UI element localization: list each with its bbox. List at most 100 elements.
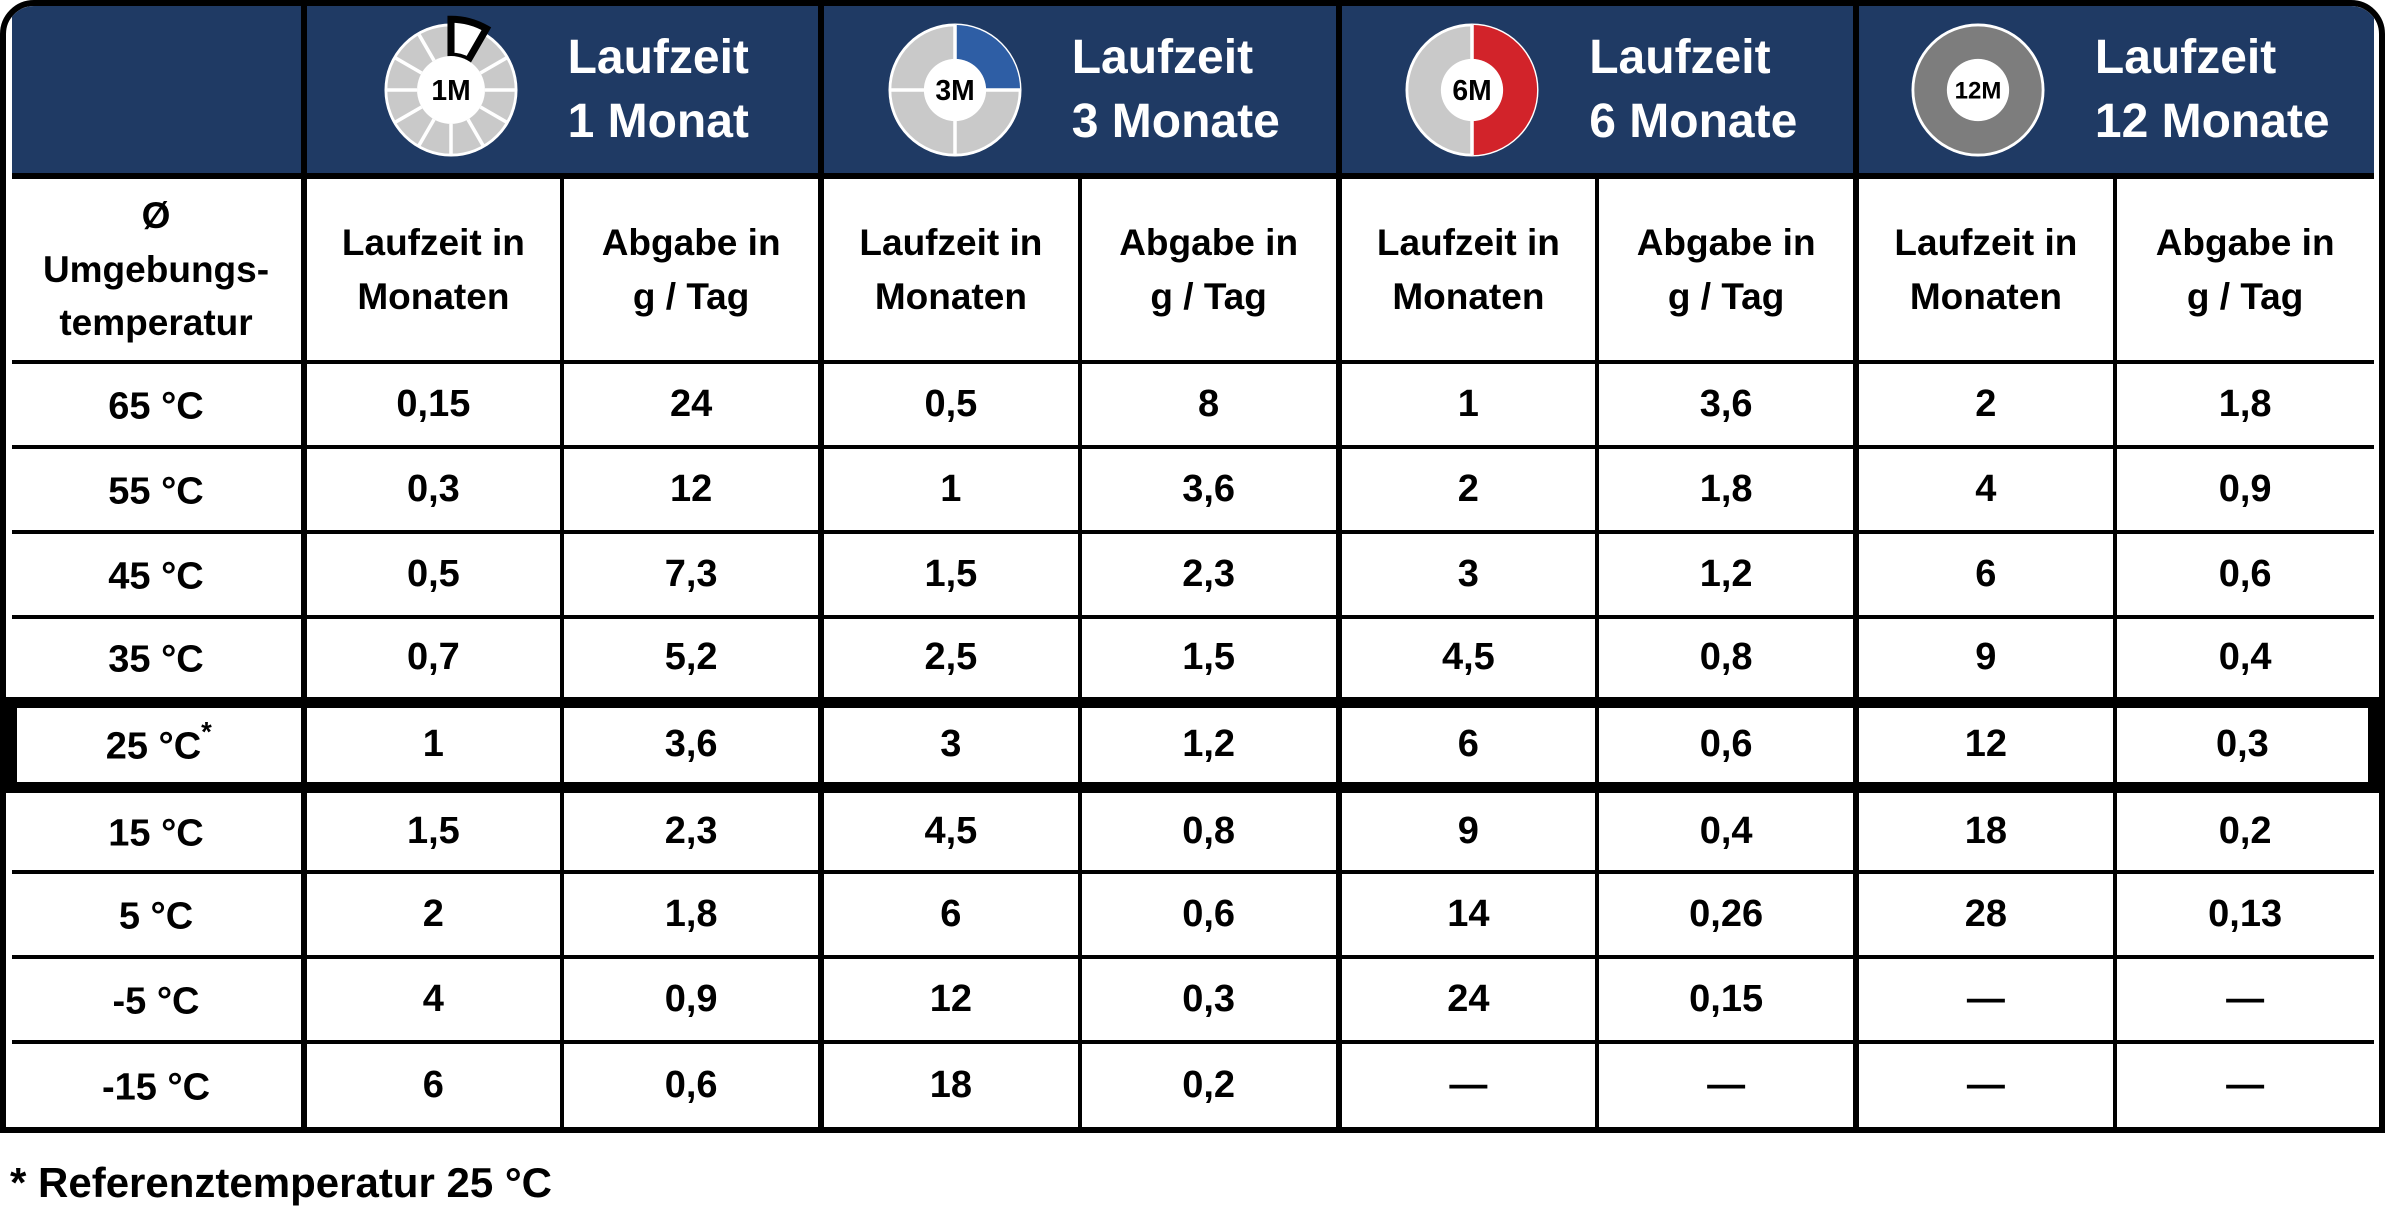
table-cell: 6 bbox=[300, 1040, 565, 1127]
table-cell: 0,6 bbox=[1595, 696, 1858, 793]
table-cell: 7,3 bbox=[560, 530, 823, 619]
runtime-table-frame: 1M Laufzeit 1 Monat bbox=[0, 0, 2385, 1133]
table-cell: 4,5 bbox=[1335, 615, 1600, 704]
table-cell: 0,6 bbox=[560, 1040, 823, 1127]
table-cell: 24 bbox=[560, 360, 823, 449]
section-title-1-monat: Laufzeit 1 Monat bbox=[567, 31, 749, 148]
section-header-3-monate: 3M Laufzeit 3 Monate bbox=[818, 6, 1341, 179]
table-cell: 0,9 bbox=[2112, 445, 2374, 534]
table-cell: 12 bbox=[560, 445, 823, 534]
table-cell: 18 bbox=[818, 1040, 1082, 1127]
table-cell: 2 bbox=[1853, 360, 2117, 449]
section-header-6-monate: 6M Laufzeit 6 Monate bbox=[1335, 6, 1858, 179]
table-cell: 0,6 bbox=[1077, 870, 1341, 959]
output-column-header-6m: Abgabe in g / Tag bbox=[1595, 174, 1858, 364]
table-row-25c-reference: 25 °C* 1 3,6 3 1,2 6 0,6 12 0,3 bbox=[6, 696, 2379, 793]
subheader-row: Ø Umgebungs- temperatur Laufzeit in Mona… bbox=[11, 174, 2374, 364]
table-cell: 3,6 bbox=[1077, 445, 1341, 534]
table-row-55c: 55 °C 0,3 12 1 3,6 2 1,8 4 0,9 bbox=[11, 445, 2374, 534]
temp-cell: -5 °C bbox=[11, 955, 306, 1044]
table-cell: 9 bbox=[1853, 615, 2117, 704]
temp-cell: 55 °C bbox=[11, 445, 306, 534]
table-cell: 3,6 bbox=[560, 696, 823, 793]
table-row-minus5c: -5 °C 4 0,9 12 0,3 24 0,15 — — bbox=[11, 955, 2374, 1044]
table-cell: 0,5 bbox=[818, 360, 1082, 449]
pie-3m-badge: 3M bbox=[935, 73, 974, 105]
pie-6m-badge: 6M bbox=[1453, 73, 1492, 105]
section-title-6-monate: Laufzeit 6 Monate bbox=[1589, 31, 1798, 148]
temp-cell: 15 °C bbox=[11, 785, 306, 874]
table-cell: 4 bbox=[1853, 445, 2117, 534]
output-column-header-1m: Abgabe in g / Tag bbox=[560, 174, 823, 364]
table-cell: 1 bbox=[1335, 360, 1600, 449]
temp-column-header: Ø Umgebungs- temperatur bbox=[11, 174, 306, 364]
table-row-65c: 65 °C 0,15 24 0,5 8 1 3,6 2 1,8 bbox=[11, 360, 2374, 449]
table-cell: 0,4 bbox=[1595, 785, 1858, 874]
table-cell: — bbox=[1335, 1040, 1600, 1127]
section-header-12-monate: 12M Laufzeit 12 Monate bbox=[1853, 6, 2374, 179]
table-cell: 6 bbox=[1335, 696, 1600, 793]
reference-temperature-footnote: * Referenztemperatur 25 °C bbox=[10, 1159, 552, 1206]
table-row-15c: 15 °C 1,5 2,3 4,5 0,8 9 0,4 18 0,2 bbox=[11, 785, 2374, 874]
table-cell: 2,3 bbox=[1077, 530, 1341, 619]
table-cell: 1 bbox=[300, 696, 565, 793]
table-cell: 1,5 bbox=[1077, 615, 1341, 704]
table-cell: 1,8 bbox=[1595, 445, 1858, 534]
table-cell: 0,2 bbox=[2112, 785, 2374, 874]
table-row-minus15c: -15 °C 6 0,6 18 0,2 — — — — bbox=[11, 1040, 2374, 1127]
table-cell: — bbox=[2112, 1040, 2374, 1127]
table-cell: 2,3 bbox=[560, 785, 823, 874]
highlighted-half-wedge bbox=[1472, 24, 1538, 155]
temp-cell: 5 °C bbox=[11, 870, 306, 959]
table-row-35c: 35 °C 0,7 5,2 2,5 1,5 4,5 0,8 9 0,4 bbox=[11, 615, 2374, 704]
table-cell: 0,8 bbox=[1595, 615, 1858, 704]
pie-6m-icon: 6M bbox=[1405, 22, 1539, 157]
pie-12m-icon: 12M bbox=[1911, 22, 2045, 157]
temp-cell: 65 °C bbox=[11, 360, 306, 449]
table-cell: 5,2 bbox=[560, 615, 823, 704]
table-cell: 0,2 bbox=[1077, 1040, 1341, 1127]
table-cell: 4,5 bbox=[818, 785, 1082, 874]
table-cell: 1,2 bbox=[1077, 696, 1341, 793]
table-cell: 1,2 bbox=[1595, 530, 1858, 619]
table-cell: 0,15 bbox=[300, 360, 565, 449]
section-title-3-monate: Laufzeit 3 Monate bbox=[1071, 31, 1280, 148]
table-cell: 2 bbox=[1335, 445, 1600, 534]
header-row: 1M Laufzeit 1 Monat bbox=[11, 6, 2374, 179]
table-cell: 24 bbox=[1335, 955, 1600, 1044]
table-cell: 18 bbox=[1853, 785, 2117, 874]
table-cell: 0,3 bbox=[2112, 696, 2379, 793]
temp-cell: -15 °C bbox=[11, 1040, 306, 1127]
table-cell: 3 bbox=[1335, 530, 1600, 619]
table-cell: 0,3 bbox=[300, 445, 565, 534]
table-cell: 0,9 bbox=[560, 955, 823, 1044]
reference-asterisk: * bbox=[201, 716, 212, 748]
pie-1m-icon: 1M bbox=[384, 15, 518, 157]
table-cell: 1,8 bbox=[2112, 360, 2374, 449]
runtime-column-header-6m: Laufzeit in Monaten bbox=[1335, 174, 1600, 364]
table-cell: — bbox=[1853, 1040, 2117, 1127]
table-cell: 4 bbox=[300, 955, 565, 1044]
table-cell: 9 bbox=[1335, 785, 1600, 874]
table-cell: 2,5 bbox=[818, 615, 1082, 704]
temp-cell: 35 °C bbox=[11, 615, 306, 704]
table-cell: 1,5 bbox=[300, 785, 565, 874]
table-cell: 0,13 bbox=[2112, 870, 2374, 959]
table-cell: 0,4 bbox=[2112, 615, 2374, 704]
runtime-column-header-3m: Laufzeit in Monaten bbox=[818, 174, 1082, 364]
section-header-1-monat: 1M Laufzeit 1 Monat bbox=[300, 6, 823, 179]
table-cell: 0,8 bbox=[1077, 785, 1341, 874]
table-row-5c: 5 °C 2 1,8 6 0,6 14 0,26 28 0,13 bbox=[11, 870, 2374, 959]
table-cell: 14 bbox=[1335, 870, 1600, 959]
output-column-header-12m: Abgabe in g / Tag bbox=[2112, 174, 2374, 364]
table-cell: 12 bbox=[818, 955, 1082, 1044]
empty-corner-cell bbox=[11, 6, 306, 179]
table-cell: 3 bbox=[818, 696, 1082, 793]
table-cell: — bbox=[2112, 955, 2374, 1044]
table-cell: 28 bbox=[1853, 870, 2117, 959]
runtime-table: 1M Laufzeit 1 Monat bbox=[6, 6, 2379, 1127]
table-cell: 3,6 bbox=[1595, 360, 1858, 449]
table-cell: 0,7 bbox=[300, 615, 565, 704]
table-cell: 0,5 bbox=[300, 530, 565, 619]
